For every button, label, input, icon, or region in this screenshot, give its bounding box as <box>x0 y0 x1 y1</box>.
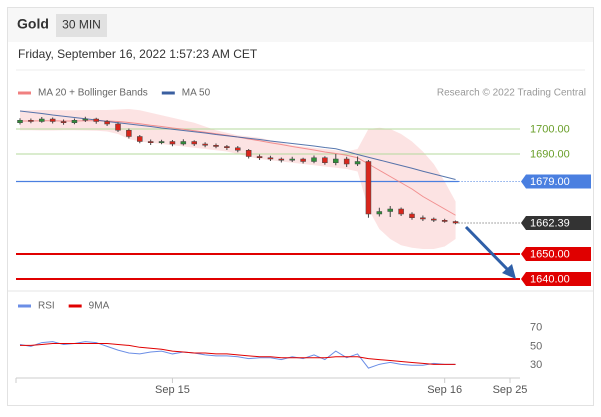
indicator-line <box>20 343 456 365</box>
legend-label: MA 50 <box>182 88 211 99</box>
candle-body <box>333 158 339 163</box>
credit: Research © 2022 Trading Central <box>437 88 586 99</box>
candle-body <box>452 221 459 224</box>
candle-body <box>267 157 274 160</box>
candle-body <box>354 161 361 165</box>
indicator-line <box>19 341 456 369</box>
candle-body <box>409 213 415 218</box>
candle-body <box>202 143 208 146</box>
level-label: 1700.00 <box>530 123 570 135</box>
arrow-shaft <box>464 225 510 272</box>
candle-body <box>39 118 45 122</box>
candle-body <box>322 157 328 163</box>
level-label-box <box>521 216 591 231</box>
timeframe-badge <box>56 14 107 37</box>
candle-body <box>420 217 426 220</box>
level-label: 1662.39 <box>530 217 570 229</box>
candle-body <box>126 130 132 137</box>
forecast-arrow <box>464 225 516 279</box>
timestamp: Friday, September 16, 2022 1:57:23 AM CE… <box>18 47 258 61</box>
candle-body <box>49 118 56 122</box>
candle-body <box>28 120 34 122</box>
y-tick-label: 30 <box>530 359 542 371</box>
legend-swatch <box>68 304 82 308</box>
level-label: 1640.00 <box>530 273 570 285</box>
candle-body <box>137 136 143 142</box>
legend-swatch <box>161 91 175 95</box>
level-label: 1690.00 <box>530 148 570 160</box>
candle-body <box>343 158 350 165</box>
candle-body <box>180 141 187 145</box>
arrow-head <box>502 264 516 279</box>
y-tick-label: 50 <box>530 340 542 352</box>
candle-body <box>256 156 263 158</box>
title: Gold <box>17 16 49 32</box>
x-tick-label: Sep 25 <box>493 384 528 396</box>
candle-body <box>82 118 89 121</box>
candle-body <box>191 141 197 145</box>
candle-body <box>235 147 241 151</box>
candle-body <box>245 150 252 157</box>
candle-body <box>289 158 295 161</box>
level-label-box <box>521 272 591 286</box>
candle-body <box>387 208 393 212</box>
candle-body <box>300 158 306 162</box>
level-label-box <box>521 174 591 189</box>
candle-body <box>278 158 285 161</box>
candle-body <box>376 211 383 215</box>
candle-body <box>115 123 121 131</box>
x-tick-label: Sep 15 <box>155 384 190 396</box>
candle-body <box>93 118 99 122</box>
legend-swatch <box>18 91 31 95</box>
candle-body <box>213 145 219 147</box>
candle-body <box>158 141 165 143</box>
candle-body <box>147 141 154 143</box>
candle-body <box>441 220 448 222</box>
level-label: 1650.00 <box>530 248 570 260</box>
x-tick-label: Sep 16 <box>427 384 462 396</box>
legend-label: MA 20 + Bollinger Bands <box>38 88 148 99</box>
moving-average <box>19 110 456 180</box>
candle-body <box>365 161 372 215</box>
timeframe: 30 MIN <box>62 18 101 32</box>
candle-body <box>311 157 317 162</box>
candle-body <box>224 146 230 148</box>
candle-body <box>398 208 404 215</box>
candle-body <box>71 120 78 123</box>
candle-body <box>104 121 110 125</box>
y-tick-label: 70 <box>530 321 542 333</box>
candle-body <box>431 218 437 221</box>
candle-body <box>169 141 176 145</box>
card <box>7 7 594 406</box>
legend-label: 9MA <box>89 301 110 312</box>
candle-body <box>17 120 23 123</box>
level-label-box <box>521 247 591 261</box>
legend-label: RSI <box>38 301 55 312</box>
level-label: 1679.00 <box>530 176 570 188</box>
candle-body <box>60 121 67 123</box>
legend-swatch <box>18 304 31 308</box>
